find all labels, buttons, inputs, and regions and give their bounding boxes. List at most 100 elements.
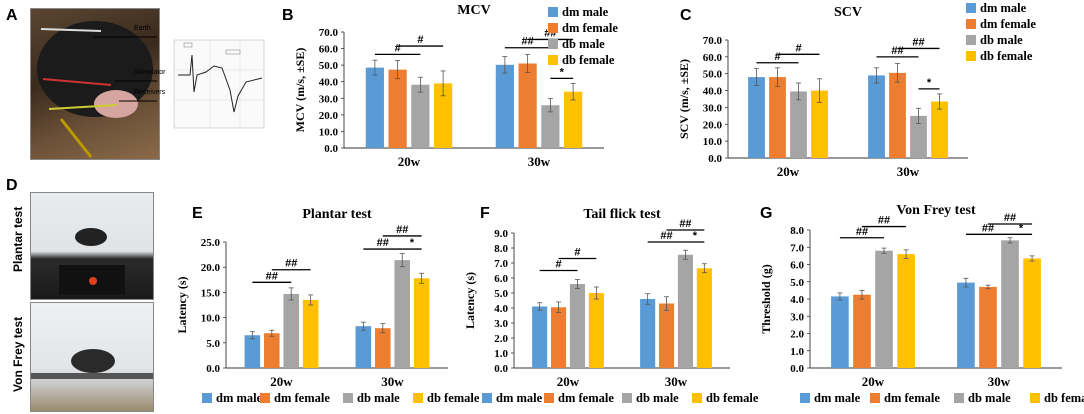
bar-dm-female — [769, 77, 786, 158]
bar-db-male — [569, 284, 586, 368]
y-tick-label: 0.0 — [206, 363, 220, 375]
y-tick-label: 8.0 — [494, 243, 508, 255]
bar-db-female — [1023, 258, 1041, 368]
y-tick-label: 30.0 — [703, 102, 723, 114]
significance-mark: ## — [912, 36, 924, 48]
bar-db-male — [541, 105, 560, 148]
bar-dm-male — [640, 299, 656, 368]
bar-dm-male — [355, 326, 372, 368]
bar-dm-female — [550, 307, 567, 368]
x-tick-label: 20w — [777, 164, 800, 179]
y-tick-label: 5.0 — [206, 338, 220, 350]
legend-label-dm-female: dm female — [562, 21, 618, 35]
bar-db-male — [790, 91, 807, 158]
y-tick-label: 70.0 — [319, 27, 339, 39]
significance-mark: # — [417, 34, 423, 46]
significance-mark: ## — [878, 215, 890, 227]
significance-mark: * — [1019, 222, 1024, 234]
x-tick-label: 30w — [381, 374, 404, 389]
legend-swatch-db-male — [966, 35, 976, 45]
bar-dm-male — [748, 77, 765, 158]
y-tick-label: 4.0 — [790, 294, 804, 306]
legend-swatch-dm-female — [544, 393, 554, 403]
significance-mark: ## — [982, 222, 994, 234]
legend-swatch-db-female — [1030, 393, 1040, 403]
legend-label-dm-male: dm male — [980, 1, 1027, 15]
bar-dm-female — [375, 328, 391, 368]
significance-mark: ## — [266, 270, 278, 282]
legend-label-db-male: db male — [562, 37, 605, 51]
y-tick-label: 20.0 — [201, 262, 221, 274]
significance-mark: ## — [522, 36, 534, 48]
y-tick-label: 40.0 — [319, 77, 339, 89]
bar-dm-male — [831, 296, 849, 368]
legend-label-dm-male: dm male — [814, 391, 861, 405]
significance-mark: ## — [856, 226, 868, 238]
bar-dm-male — [532, 306, 548, 368]
y-tick-label: 0.0 — [324, 143, 338, 155]
bar-db-male — [1001, 240, 1019, 368]
y-axis-label: Threshold (g) — [759, 264, 773, 333]
y-tick-label: 2.0 — [790, 329, 804, 341]
y-tick-label: 7.0 — [494, 258, 508, 270]
plantar-test-photo — [30, 192, 154, 300]
legend-label-dm-female: dm female — [980, 17, 1036, 31]
significance-mark: ## — [891, 45, 903, 57]
y-tick-label: 10.0 — [319, 126, 339, 138]
bar-db-female — [931, 101, 948, 158]
y-tick-label: 60.0 — [319, 44, 339, 56]
y-tick-label: 3.0 — [494, 318, 508, 330]
y-tick-label: 5.0 — [494, 288, 508, 300]
legend-swatch-dm-female — [966, 19, 976, 29]
bar-db-male — [283, 293, 299, 368]
y-tick-label: 50.0 — [703, 69, 723, 81]
legend-label-db-female: db female — [980, 49, 1033, 63]
legend-label-db-male: db male — [980, 33, 1023, 47]
bar-db-male — [677, 254, 694, 368]
y-tick-label: 3.0 — [790, 311, 804, 323]
significance-mark: # — [555, 259, 561, 271]
bar-db-female — [897, 254, 915, 368]
y-tick-label: 15.0 — [201, 287, 221, 299]
panel-label-e: E — [192, 205, 203, 222]
legend-swatch-dm-male — [482, 393, 492, 403]
bar-db-female — [696, 268, 712, 368]
significance-mark: # — [574, 247, 580, 259]
x-tick-label: 30w — [665, 374, 688, 389]
legend-label-db-male: db male — [636, 391, 679, 405]
chart-g: Von Frey test 0.0 1.0 2.0 3.0 4.0 5.0 6.0 7.0 8.0… — [759, 203, 1084, 405]
von-frey-test-label: Von Frey test — [11, 317, 25, 392]
y-tick-label: 7.0 — [790, 242, 804, 254]
bar-db-female — [811, 90, 828, 158]
chart-title-e: Plantar test — [302, 207, 372, 222]
legend-swatch-db-female — [548, 55, 558, 65]
y-tick-label: 5.0 — [790, 277, 804, 289]
bar-dm-male — [365, 67, 384, 148]
x-tick-label: 20w — [862, 374, 885, 389]
x-tick-label: 30w — [988, 374, 1011, 389]
significance-mark: # — [395, 42, 401, 54]
significance-mark: ## — [660, 230, 672, 242]
legend-label-db-female: db female — [1044, 391, 1084, 405]
significance-mark: ## — [1004, 212, 1016, 224]
legend-swatch-dm-female — [548, 23, 558, 33]
y-tick-label: 60.0 — [703, 52, 723, 64]
legend-swatch-db-female — [413, 393, 423, 403]
significance-mark: * — [410, 237, 415, 249]
significance-mark: # — [774, 51, 780, 63]
bar-db-female — [434, 83, 453, 148]
legend-label-db-male: db male — [968, 391, 1011, 405]
bar-db-male — [411, 84, 430, 148]
y-tick-label: 10.0 — [201, 313, 221, 325]
significance-mark: ## — [285, 258, 297, 270]
bar-dm-male — [957, 282, 975, 368]
chart-title-g: Von Frey test — [896, 203, 976, 218]
legend-label-db-male: db male — [357, 391, 400, 405]
significance-mark: * — [560, 66, 565, 78]
y-tick-label: 70.0 — [703, 35, 723, 47]
y-axis-label: SCV (m/s, ±SE) — [677, 59, 691, 139]
legend-swatch-dm-female — [260, 393, 270, 403]
plantar-photo-illustration — [59, 228, 125, 295]
legend-label-dm-female: dm female — [884, 391, 940, 405]
